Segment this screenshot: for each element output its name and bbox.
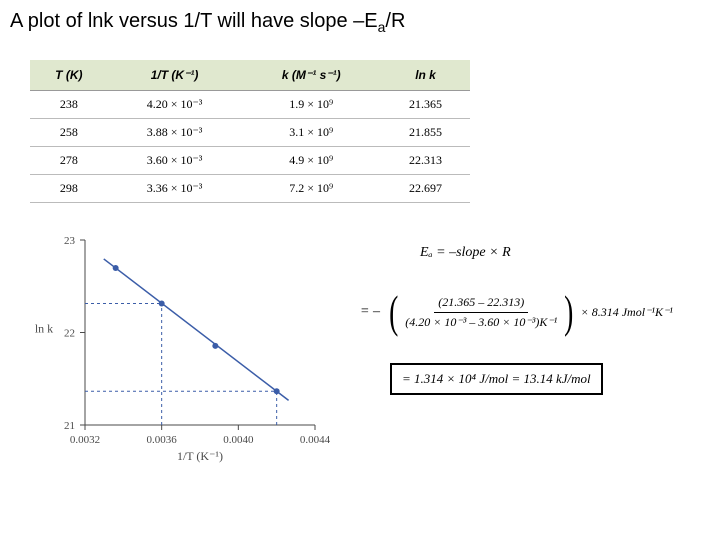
col-header-1overT: 1/T (K⁻¹)	[108, 60, 242, 91]
eq2-tail: × 8.314 Jmol⁻¹K⁻¹	[581, 305, 673, 320]
col-header-k: k (M⁻¹ s⁻¹)	[241, 60, 381, 91]
title-post: /R	[385, 10, 405, 32]
svg-text:0.0040: 0.0040	[223, 434, 254, 446]
cell: 3.36 × 10⁻³	[108, 175, 242, 203]
svg-text:23: 23	[64, 235, 76, 247]
cell: 3.60 × 10⁻³	[108, 147, 242, 175]
denominator: (4.20 × 10⁻³ – 3.60 × 10⁻³)K⁻¹	[401, 313, 561, 330]
cell: 4.20 × 10⁻³	[108, 91, 242, 119]
cell: 3.1 × 10⁹	[241, 119, 381, 147]
col-header-t: T (K)	[30, 60, 108, 91]
cell: 22.313	[381, 147, 470, 175]
equation-3-boxed: = 1.314 × 10⁴ J/mol = 13.14 kJ/mol	[390, 363, 603, 395]
cell: 298	[30, 175, 108, 203]
cell: 21.365	[381, 91, 470, 119]
chart-svg: 0.0032 0.0036 0.0040 0.0044 21 22 23 1/T (K⁻¹) l…	[30, 225, 330, 475]
svg-text:22: 22	[64, 328, 75, 340]
table-row: 258 3.88 × 10⁻³ 3.1 × 10⁹ 21.855	[30, 119, 470, 147]
data-table-wrap: T (K) 1/T (K⁻¹) k (M⁻¹ s⁻¹) ln k 238 4.2…	[30, 60, 470, 203]
col-header-lnk: ln k	[381, 60, 470, 91]
cell: 238	[30, 91, 108, 119]
equations: Eₐ = –slope × R = – ( (21.365 – 22.313) …	[360, 245, 700, 395]
table-row: 278 3.60 × 10⁻³ 4.9 × 10⁹ 22.313	[30, 147, 470, 175]
cell: 258	[30, 119, 108, 147]
svg-text:0.0044: 0.0044	[300, 434, 330, 446]
table-header-row: T (K) 1/T (K⁻¹) k (M⁻¹ s⁻¹) ln k	[30, 60, 470, 91]
data-table: T (K) 1/T (K⁻¹) k (M⁻¹ s⁻¹) ln k 238 4.2…	[30, 60, 470, 203]
cell: 278	[30, 147, 108, 175]
title-pre: A plot of lnk versus 1/T will have slope…	[10, 10, 378, 32]
table-row: 298 3.36 × 10⁻³ 7.2 × 10⁹ 22.697	[30, 175, 470, 203]
arrhenius-chart: 0.0032 0.0036 0.0040 0.0044 21 22 23 1/T (K⁻¹) l…	[30, 225, 330, 475]
cell: 1.9 × 10⁹	[241, 91, 381, 119]
equation-1: Eₐ = –slope × R	[420, 245, 700, 261]
svg-text:21: 21	[64, 420, 75, 432]
numerator: (21.365 – 22.313)	[434, 295, 528, 313]
paren-close: )	[564, 289, 573, 335]
svg-text:0.0036: 0.0036	[147, 434, 178, 446]
cell: 3.88 × 10⁻³	[108, 119, 242, 147]
svg-text:1/T (K⁻¹): 1/T (K⁻¹)	[177, 449, 223, 463]
table-row: 238 4.20 × 10⁻³ 1.9 × 10⁹ 21.365	[30, 91, 470, 119]
cell: 22.697	[381, 175, 470, 203]
svg-text:ln k: ln k	[35, 322, 53, 336]
eq2-lead: = –	[360, 304, 380, 320]
cell: 21.855	[381, 119, 470, 147]
equation-2: = – ( (21.365 – 22.313) (4.20 × 10⁻³ – 3…	[360, 289, 700, 335]
svg-text:0.0032: 0.0032	[70, 434, 100, 446]
paren-open: (	[389, 289, 398, 335]
cell: 4.9 × 10⁹	[241, 147, 381, 175]
eq2-fraction: ( (21.365 – 22.313) (4.20 × 10⁻³ – 3.60 …	[386, 289, 577, 335]
fraction: (21.365 – 22.313) (4.20 × 10⁻³ – 3.60 × …	[401, 295, 561, 330]
cell: 7.2 × 10⁹	[241, 175, 381, 203]
page-title: A plot of lnk versus 1/T will have slope…	[10, 10, 405, 35]
